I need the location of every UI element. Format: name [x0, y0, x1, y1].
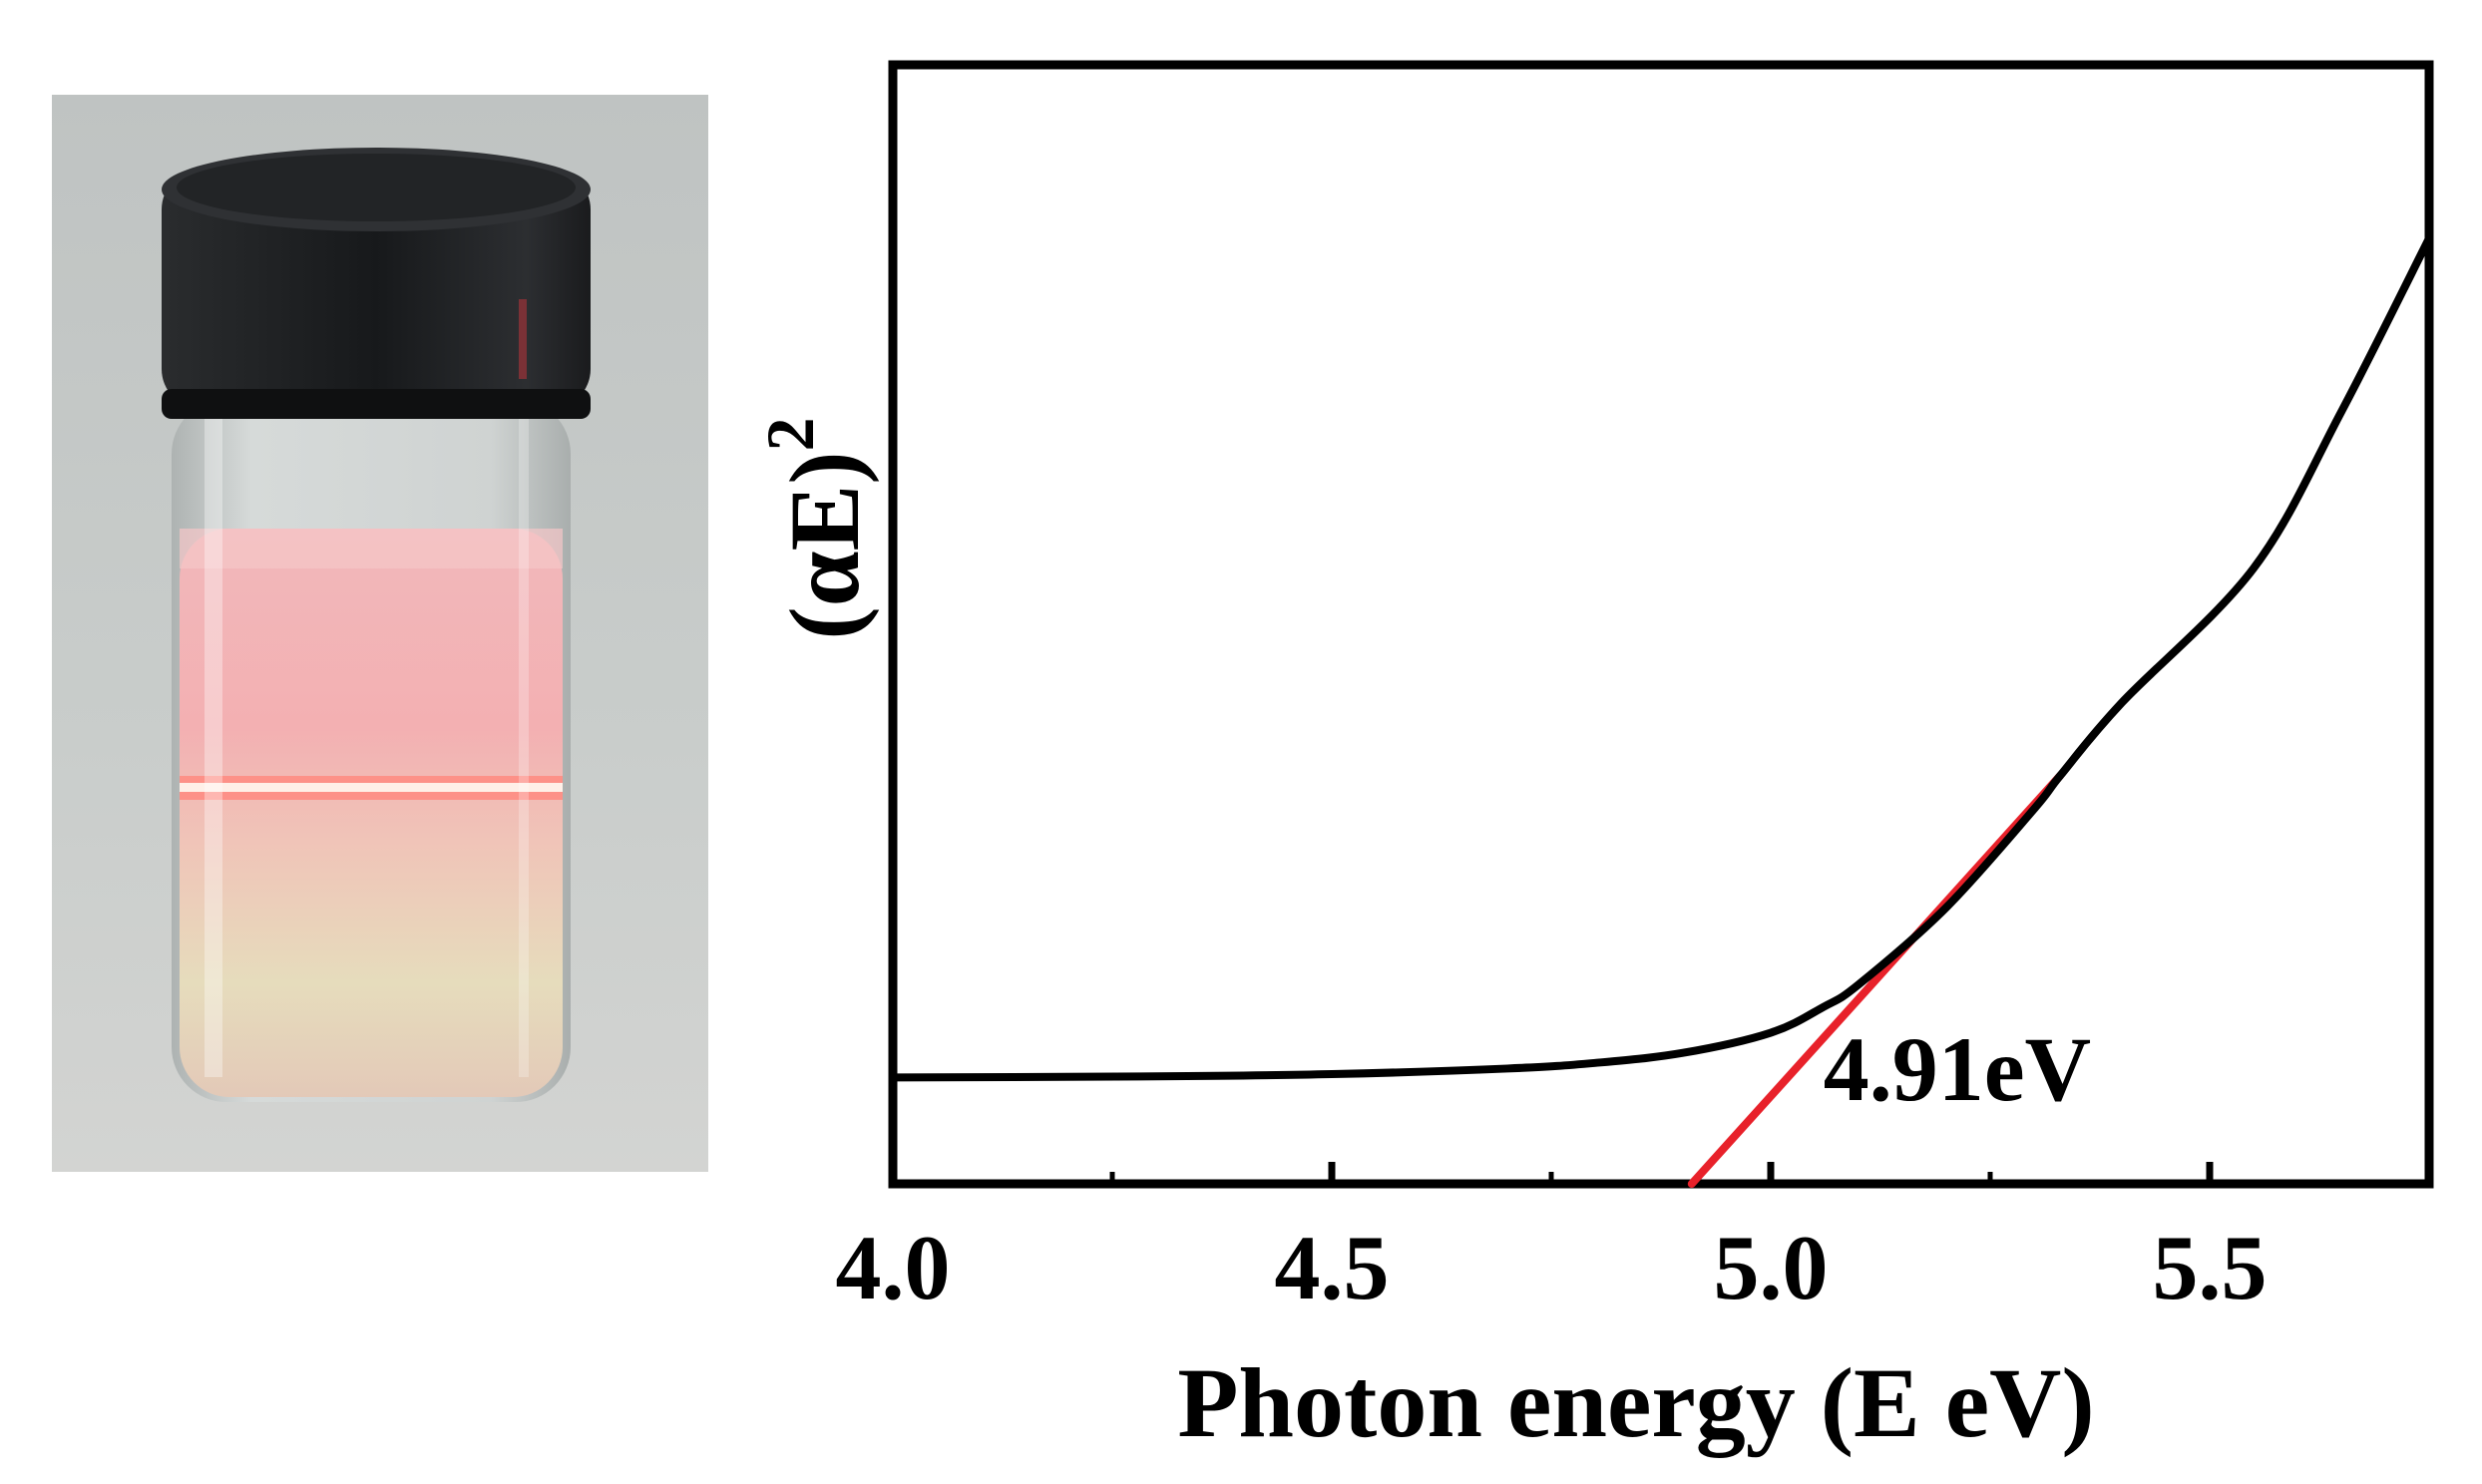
- y-axis-title-main: (αE): [769, 451, 880, 639]
- data-series-line: [889, 233, 2433, 1082]
- x-ticks: 4.0 4.5 5.0 5.5: [836, 1162, 2268, 1318]
- x-tick-label: 5.0: [1714, 1217, 1829, 1318]
- chart-marks: [889, 233, 2433, 1188]
- x-tick-label: 5.5: [2153, 1217, 2268, 1318]
- plot-frame: [888, 60, 2434, 1189]
- x-tick-label: 4.5: [1275, 1217, 1390, 1318]
- tangent-line: [1687, 771, 2065, 1188]
- vial-cap: [162, 170, 591, 409]
- x-tick-label: 4.0: [836, 1217, 951, 1318]
- y-axis-title: (αE)2: [752, 417, 880, 639]
- vial-liquid: [180, 529, 563, 1097]
- plot-area: [888, 60, 2434, 1189]
- x-axis-title: Photon energy (E eV): [1177, 1347, 2094, 1458]
- y-axis-title-superscript: 2: [752, 417, 828, 451]
- band-gap-annotation: 4.91eV: [1824, 1018, 2091, 1120]
